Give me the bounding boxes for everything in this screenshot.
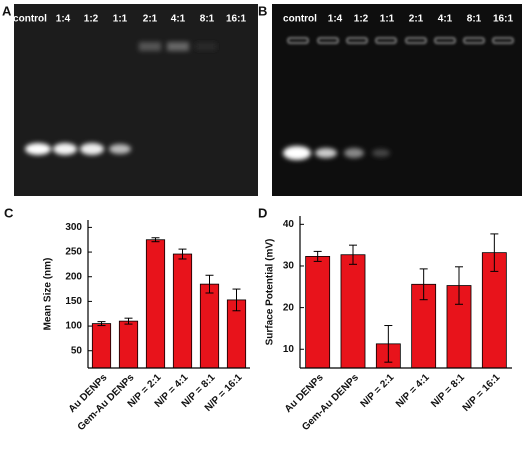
lane-label: 4:1 — [438, 14, 453, 25]
y-tick-label: 200 — [65, 271, 82, 282]
bar — [199, 283, 220, 369]
x-tick-label: N/P = 4:1 — [394, 372, 432, 410]
gel-wells — [287, 37, 514, 44]
y-tick-label: 40 — [283, 219, 295, 230]
lane-label: 1:1 — [113, 14, 128, 25]
x-tick-label: N/P = 16:1 — [461, 372, 503, 414]
bar — [145, 239, 166, 369]
bar — [91, 323, 112, 369]
lane-label: 16:1 — [493, 14, 513, 25]
y-axis-title: Mean Size (nm) — [43, 258, 54, 331]
panel-label: A — [2, 3, 12, 18]
y-tick-label: 250 — [65, 247, 82, 258]
lane-label: 1:4 — [56, 14, 71, 25]
lane-label: 1:2 — [84, 14, 99, 25]
bar — [118, 320, 139, 369]
y-tick-label: 150 — [65, 296, 82, 307]
x-tick-label: N/P = 2:1 — [359, 372, 397, 410]
bar — [340, 254, 366, 369]
lane-label: control — [13, 14, 47, 25]
y-tick-label: 50 — [71, 345, 83, 356]
lane-label: 2:1 — [409, 14, 424, 25]
lane-label: 8:1 — [467, 14, 482, 25]
panel-label: C — [4, 205, 14, 220]
y-tick-label: 20 — [283, 302, 295, 313]
lane-label: 2:1 — [143, 14, 158, 25]
lane-label: 8:1 — [200, 14, 215, 25]
bar — [305, 255, 331, 369]
y-tick-label: 10 — [283, 344, 295, 355]
bar — [172, 253, 193, 369]
lane-label: 1:2 — [354, 14, 369, 25]
y-axis-title: Surface Potential (mV) — [265, 239, 276, 346]
panel-label: B — [258, 3, 267, 18]
lane-label: 4:1 — [171, 14, 186, 25]
gel-bands — [283, 146, 390, 160]
gel-image — [272, 4, 522, 196]
y-tick-label: 100 — [65, 321, 82, 332]
lane-label: control — [283, 14, 317, 25]
gel-image — [14, 4, 258, 196]
lane-label: 1:4 — [328, 14, 343, 25]
panel-label: D — [258, 205, 267, 220]
y-tick-label: 300 — [65, 222, 82, 233]
lane-label: 16:1 — [226, 14, 246, 25]
gel-bands — [25, 42, 216, 155]
lane-label: 1:1 — [380, 14, 395, 25]
y-tick-label: 30 — [283, 261, 295, 272]
